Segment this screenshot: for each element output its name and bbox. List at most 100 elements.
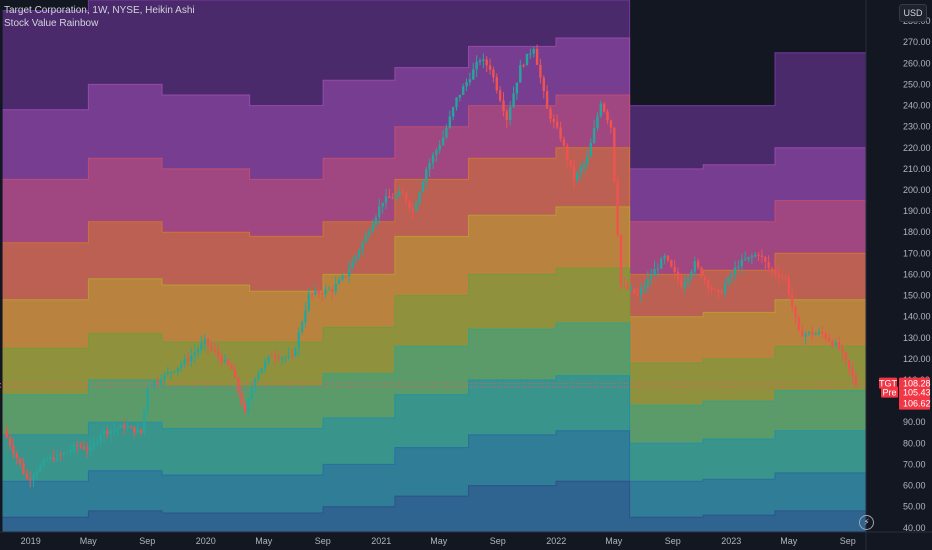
candle-body [663, 255, 666, 259]
candle-body [552, 119, 555, 122]
rainbow-line-band-9 [2, 430, 869, 482]
candle-body [76, 444, 79, 446]
y-tick-label: 220.00 [903, 143, 931, 153]
candle-body [156, 381, 159, 383]
candle-body [267, 356, 270, 362]
candle-body [754, 254, 757, 257]
candle-body [660, 258, 663, 269]
candle-body [112, 429, 116, 431]
candle-body [166, 372, 169, 375]
y-tick-label: 210.00 [903, 164, 931, 174]
x-tick-label: 2023 [721, 536, 741, 546]
candle-body [616, 181, 619, 235]
candle-body [15, 453, 18, 459]
candle-body [384, 196, 388, 203]
candle-body [35, 471, 39, 476]
indicator-title[interactable]: Stock Value Rainbow [4, 18, 99, 29]
candle-body [324, 289, 327, 295]
candle-body [213, 348, 216, 351]
candle-body [250, 389, 253, 400]
rainbow-band-9 [2, 430, 868, 532]
y-tick-label: 70.00 [903, 459, 926, 469]
chart-legend: Target Corporation, 1W, NYSE, Heikin Ash… [4, 4, 195, 30]
candle-body [455, 97, 458, 108]
candle-body [784, 277, 787, 279]
candle-body [388, 196, 391, 198]
candle-body [643, 286, 646, 289]
candle-body [549, 108, 552, 119]
last-price-label: 108.28 [903, 379, 931, 389]
candle-body [327, 289, 331, 291]
candle-body [89, 446, 92, 451]
candle-body [448, 116, 451, 128]
candle-body [159, 381, 163, 383]
candle-body [509, 107, 512, 120]
candle-body [821, 331, 824, 334]
candle-body [690, 271, 693, 278]
candle-body [119, 424, 122, 429]
candle-body [848, 360, 851, 369]
symbol-title[interactable]: Target Corporation, 1W, NYSE, Heikin Ash… [4, 5, 195, 16]
candle-body [264, 361, 267, 369]
candle-body [807, 331, 811, 334]
candle-body [109, 430, 112, 435]
x-tick-label: May [255, 536, 273, 546]
lightning-icon[interactable]: ⚡ [859, 515, 874, 530]
y-tick-label: 40.00 [903, 523, 926, 533]
candle-body [851, 368, 854, 376]
candle-body [811, 331, 814, 335]
candle-body [233, 369, 237, 378]
price-axis[interactable]: 40.0050.0060.0070.0080.0090.00100.00110.… [866, 0, 932, 550]
candle-body [401, 192, 404, 194]
candle-body [760, 255, 764, 257]
candle-body [713, 289, 717, 291]
candle-body [750, 256, 754, 258]
candle-body [730, 274, 733, 278]
candle-body [368, 231, 371, 235]
candle-body [650, 275, 653, 279]
candle-body [592, 128, 596, 143]
candle-body [49, 457, 52, 460]
candle-body [834, 342, 837, 346]
candle-body [478, 60, 482, 62]
candle-body [723, 284, 727, 293]
candle-body [206, 338, 210, 346]
candle-body [374, 217, 378, 225]
y-tick-label: 140.00 [903, 312, 931, 322]
candle-body [176, 367, 180, 372]
candle-body [844, 352, 848, 360]
currency-button[interactable]: USD [899, 4, 927, 22]
candle-body [55, 454, 59, 461]
symbol-tag-label: TGT [879, 379, 897, 389]
candle-body [676, 271, 680, 280]
candle-body [143, 409, 146, 433]
candle-body [297, 332, 300, 349]
candle-body [25, 473, 29, 479]
candle-body [354, 255, 357, 262]
candle-body [8, 437, 12, 446]
candle-body [515, 82, 519, 94]
rainbow-line-band-2 [2, 37, 869, 170]
candle-body [475, 61, 478, 70]
candle-body [797, 317, 801, 331]
candle-body [317, 290, 321, 294]
candle-body [321, 293, 324, 295]
candle-body [347, 269, 351, 277]
candle-body [431, 155, 435, 163]
candle-body [408, 201, 411, 209]
x-tick-label: Sep [665, 536, 681, 546]
candle-body [304, 310, 307, 323]
candle-body [331, 289, 334, 292]
candle-body [39, 465, 42, 472]
y-tick-label: 50.00 [903, 502, 926, 512]
candle-body [415, 203, 418, 211]
candle-body [435, 150, 438, 156]
candle-body [190, 355, 193, 362]
y-tick-label: 240.00 [903, 101, 931, 111]
candle-body [744, 259, 747, 261]
candle-body [529, 53, 532, 55]
candle-body [673, 266, 676, 272]
